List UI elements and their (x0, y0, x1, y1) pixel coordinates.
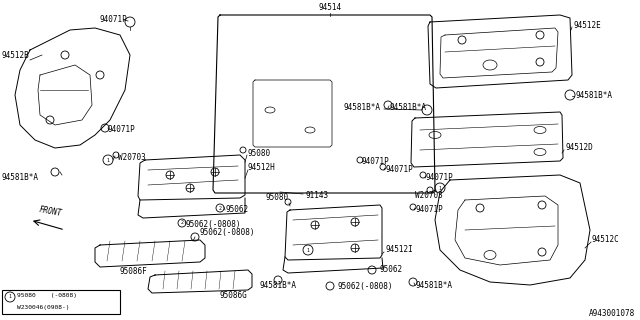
Text: 95062(-0808): 95062(-0808) (200, 228, 255, 237)
Text: 94581B*A: 94581B*A (2, 173, 39, 182)
Text: W20703: W20703 (118, 154, 146, 163)
Text: 94071P: 94071P (425, 173, 452, 182)
Text: FRONT: FRONT (38, 205, 62, 218)
Text: 94581B*A: 94581B*A (415, 281, 452, 290)
Text: 94512C: 94512C (592, 236, 620, 244)
Text: 94071P: 94071P (108, 125, 136, 134)
Text: 95062: 95062 (380, 266, 403, 275)
Text: 1: 1 (107, 157, 109, 163)
Text: 1: 1 (438, 186, 442, 190)
Text: W230046(0908-): W230046(0908-) (17, 305, 70, 309)
Text: 95080: 95080 (265, 194, 288, 203)
Text: 1: 1 (307, 247, 309, 252)
Text: 91143: 91143 (305, 190, 328, 199)
Text: 94512I: 94512I (385, 245, 413, 254)
Text: 2: 2 (180, 220, 184, 226)
Text: 94512E: 94512E (573, 20, 601, 29)
Text: 94071P: 94071P (362, 157, 390, 166)
Text: A943001078: A943001078 (589, 309, 635, 318)
Text: 94512B: 94512B (2, 51, 29, 60)
Text: 94512D: 94512D (565, 143, 593, 153)
Text: 95062(-0808): 95062(-0808) (185, 220, 241, 229)
Text: 94581B*A: 94581B*A (343, 103, 380, 113)
Text: 94071P: 94071P (385, 165, 413, 174)
Text: 95080    (-0808): 95080 (-0808) (17, 293, 77, 299)
Text: 94514: 94514 (319, 3, 342, 12)
Text: 94581B*A: 94581B*A (260, 281, 297, 290)
Text: 95062(-0808): 95062(-0808) (338, 282, 394, 291)
Text: 94581B*A: 94581B*A (575, 91, 612, 100)
Text: 94512H: 94512H (248, 164, 276, 172)
Text: 95080: 95080 (248, 148, 271, 157)
Text: 1: 1 (8, 294, 12, 300)
FancyBboxPatch shape (2, 290, 120, 314)
Text: 95086F: 95086F (120, 268, 148, 276)
Text: W20703: W20703 (415, 190, 443, 199)
Text: 95062: 95062 (225, 205, 248, 214)
Text: 94581B*A: 94581B*A (390, 103, 427, 113)
Text: 94071P: 94071P (100, 15, 128, 25)
Text: 94071P: 94071P (415, 205, 443, 214)
Text: 2: 2 (219, 205, 221, 211)
Text: 95086G: 95086G (220, 291, 248, 300)
